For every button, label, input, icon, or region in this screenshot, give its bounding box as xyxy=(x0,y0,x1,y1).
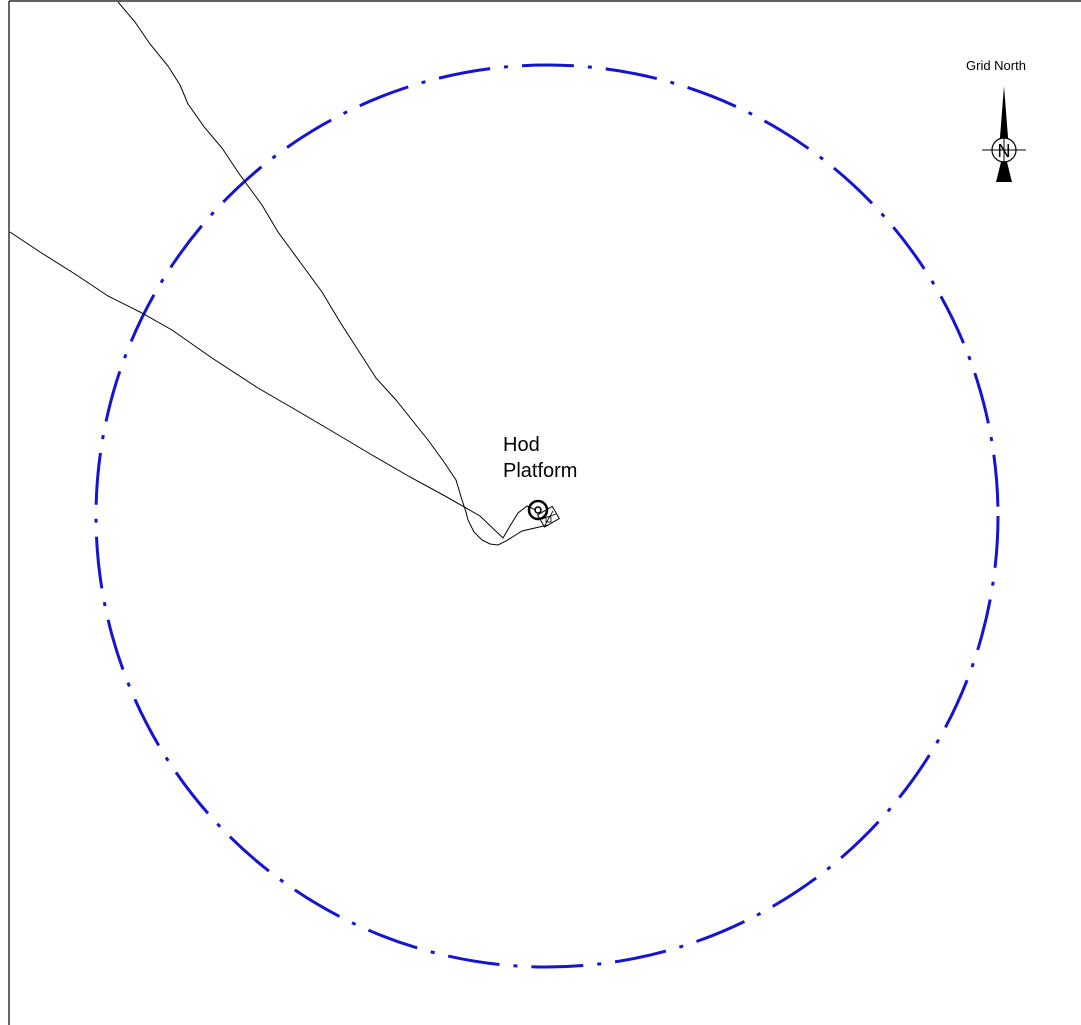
platform-label: Hod Platform xyxy=(503,432,577,484)
platform-label-line2: Platform xyxy=(503,460,578,482)
pipeline-north xyxy=(117,1,549,546)
platform-structure xyxy=(527,499,560,528)
north-arrow-icon: N xyxy=(982,86,1026,182)
pipeline-west xyxy=(9,231,537,539)
north-arrow-letter: N xyxy=(998,141,1011,161)
grid-north-label: Grid North xyxy=(966,58,1026,73)
platform-label-line1: Hod xyxy=(503,434,540,456)
safety-zone-circle xyxy=(94,63,1000,969)
